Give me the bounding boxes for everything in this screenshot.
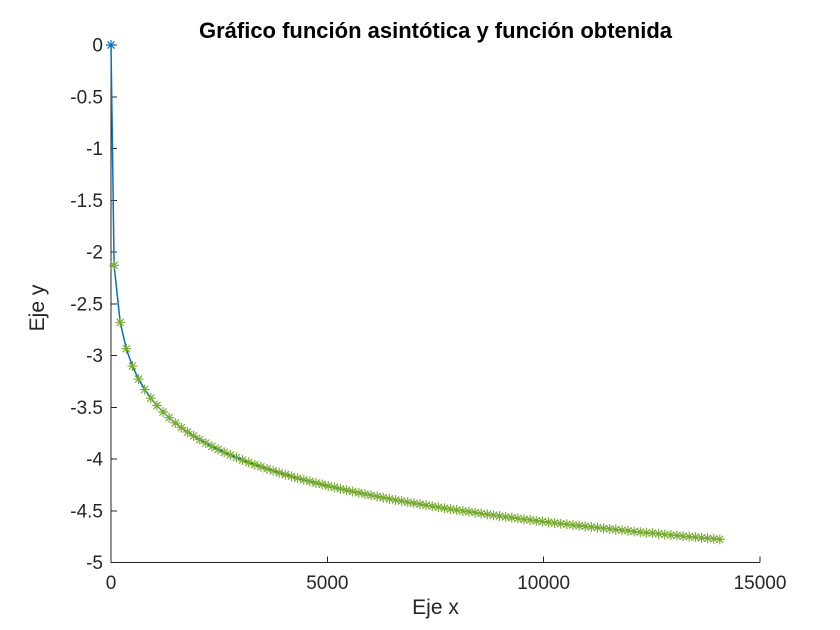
y-tick-label: -4.5 [70,501,103,522]
axes-lines [110,45,760,563]
y-tick-label: -0.5 [70,87,103,108]
y-tick-label: -2.5 [70,294,103,315]
y-tick-label: -1 [86,139,103,160]
x-tick-label: 15000 [734,573,787,594]
y-tick-label: 0 [92,36,103,57]
asymptotic-origin-marker [106,40,116,50]
x-tick-label: 5000 [306,573,348,594]
y-axis-label: Eje y [26,284,49,332]
x-axis-label: Eje x [412,596,459,619]
asymptotic-function-line [110,44,720,541]
x-tick-label: 0 [106,573,117,594]
y-tick-label: -4 [86,450,103,471]
chart-title: Gráfico función asintótica y función obt… [198,18,673,43]
y-tick-label: -5 [86,553,103,574]
y-tick-label: -3.5 [70,398,103,419]
y-tick-label: -2 [86,243,103,264]
x-tick-label: 10000 [517,573,570,594]
y-tick-label: -1.5 [70,191,103,212]
obtained-function-markers [109,260,725,545]
y-tick-label: -3 [86,346,103,367]
